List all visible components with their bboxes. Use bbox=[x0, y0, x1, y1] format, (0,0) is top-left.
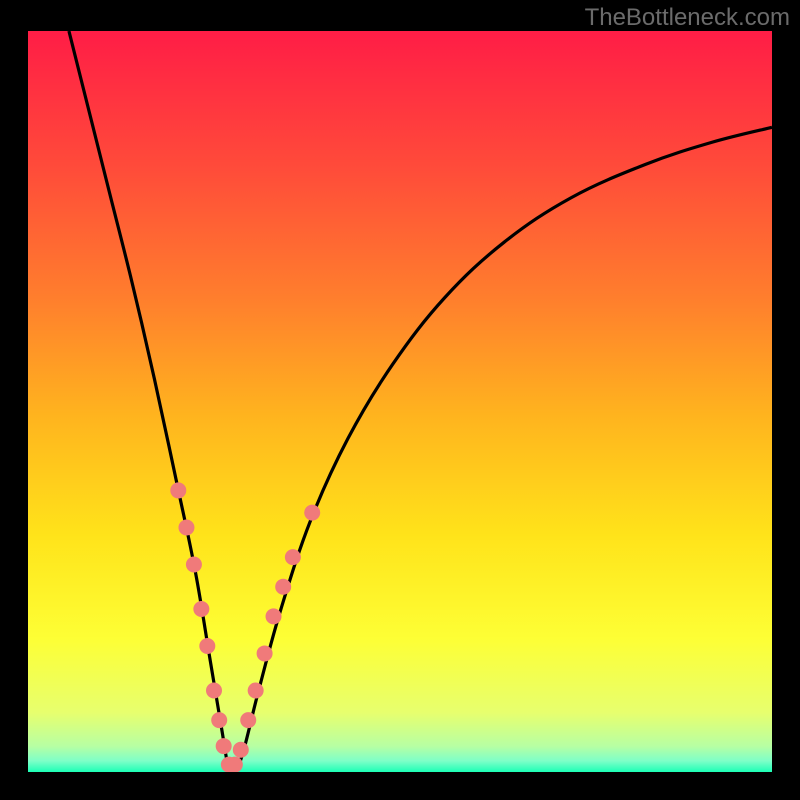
sample-dot bbox=[233, 742, 249, 758]
sample-dot bbox=[304, 505, 320, 521]
sample-dot bbox=[186, 557, 202, 573]
sample-dot bbox=[285, 549, 301, 565]
sample-dot bbox=[240, 712, 256, 728]
sample-dot bbox=[199, 638, 215, 654]
sample-dot bbox=[216, 738, 232, 754]
sample-dot bbox=[211, 712, 227, 728]
sample-dot bbox=[257, 645, 273, 661]
sample-dot bbox=[227, 757, 243, 773]
sample-dot bbox=[206, 682, 222, 698]
sample-dot bbox=[248, 682, 264, 698]
bottleneck-chart bbox=[0, 0, 800, 800]
sample-dot bbox=[266, 608, 282, 624]
sample-dot bbox=[275, 579, 291, 595]
attribution-text: TheBottleneck.com bbox=[585, 4, 790, 32]
sample-dot bbox=[170, 482, 186, 498]
sample-dot bbox=[193, 601, 209, 617]
sample-dot bbox=[178, 519, 194, 535]
plot-area bbox=[28, 31, 772, 772]
